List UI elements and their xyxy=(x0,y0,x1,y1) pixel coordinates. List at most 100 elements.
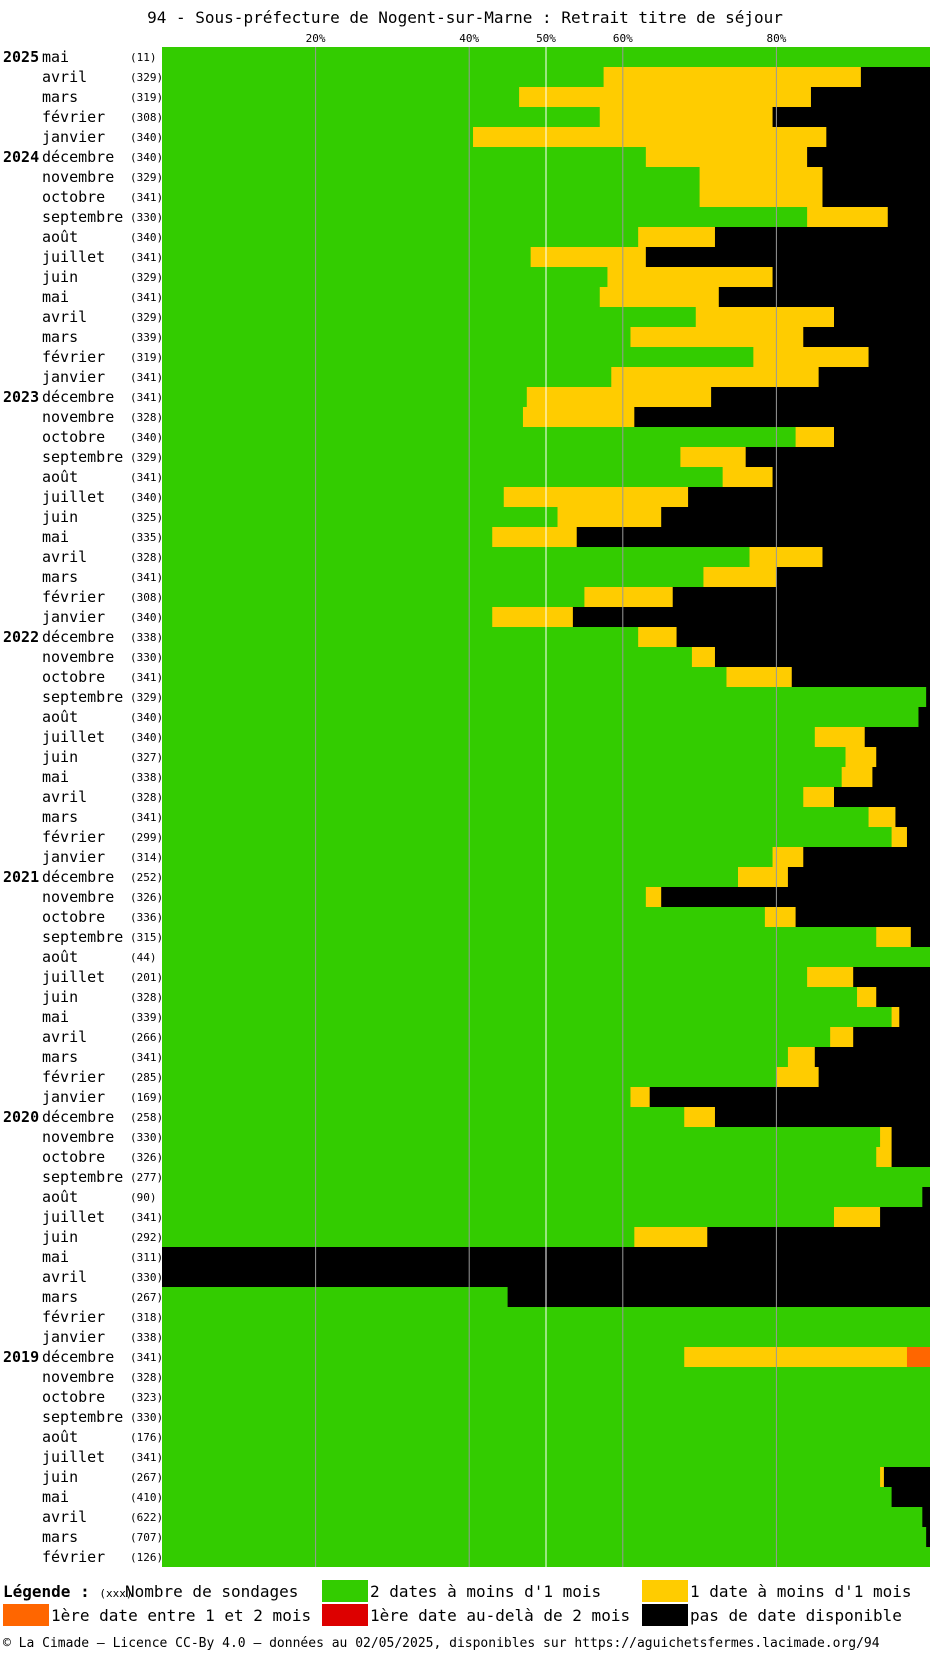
month-label: décembre xyxy=(42,148,114,166)
count-label: (340) xyxy=(130,731,163,744)
bar-segment-yellow xyxy=(868,807,896,827)
bar-segment-green xyxy=(162,867,739,887)
month-label: novembre xyxy=(42,1368,114,1386)
bar-segment-black xyxy=(787,867,930,887)
bar-segment-green xyxy=(162,1027,831,1047)
month-label: juillet xyxy=(42,728,105,746)
month-label: octobre xyxy=(42,428,105,446)
bar-segment-yellow xyxy=(492,607,574,627)
x-tick-label: 20% xyxy=(306,32,326,45)
bar-segment-black xyxy=(922,1507,930,1527)
bar-segment-yellow xyxy=(634,1227,708,1247)
count-label: (329) xyxy=(130,691,163,704)
legend-swatch-yellow xyxy=(642,1580,688,1602)
count-label: (340) xyxy=(130,131,163,144)
month-label: août xyxy=(42,1428,78,1446)
month-label: février xyxy=(42,348,105,366)
bar-segment-black xyxy=(910,927,930,947)
bar-segment-black xyxy=(822,547,930,567)
bar-segment-yellow xyxy=(807,207,889,227)
bar-segment-black xyxy=(834,787,930,807)
bar-segment-yellow xyxy=(841,767,873,787)
bar-segment-black xyxy=(818,1067,930,1087)
month-label: juillet xyxy=(42,488,105,506)
bar-segment-black xyxy=(714,647,930,667)
bar-segment-black xyxy=(803,327,930,347)
count-label: (338) xyxy=(130,631,163,644)
month-label: juin xyxy=(42,1228,78,1246)
footer-credit: © La Cimade — Licence CC-By 4.0 — donnée… xyxy=(3,1636,880,1651)
count-label: (90) xyxy=(130,1191,157,1204)
bar-segment-black xyxy=(876,747,930,767)
bar-segment-black xyxy=(926,1527,930,1547)
bar-segment-green xyxy=(162,1087,631,1107)
count-label: (328) xyxy=(130,791,163,804)
bar-segment-yellow xyxy=(503,487,689,507)
bar-segment-yellow xyxy=(492,527,578,547)
month-label: janvier xyxy=(42,848,105,866)
count-label: (341) xyxy=(130,391,163,404)
month-label: février xyxy=(42,1068,105,1086)
bar-segment-yellow xyxy=(703,567,777,587)
month-label: mai xyxy=(42,528,69,546)
month-label: octobre xyxy=(42,1148,105,1166)
count-label: (318) xyxy=(130,1311,163,1324)
bar-segment-green xyxy=(162,1347,685,1367)
bar-segment-black xyxy=(922,1187,930,1207)
legend-swatch-black xyxy=(642,1604,688,1626)
bar-segment-green xyxy=(162,807,869,827)
count-label: (328) xyxy=(130,551,163,564)
bar-segment-yellow xyxy=(764,907,796,927)
count-label: (267) xyxy=(130,1471,163,1484)
bar-segment-black xyxy=(818,367,930,387)
bar-segment-green xyxy=(162,1127,881,1147)
bar-segment-black xyxy=(926,687,930,707)
bar-segment-yellow xyxy=(684,1107,716,1127)
bar-segment-green xyxy=(162,667,727,687)
count-label: (340) xyxy=(130,611,163,624)
month-label: novembre xyxy=(42,408,114,426)
count-label: (341) xyxy=(130,291,163,304)
count-label: (341) xyxy=(130,371,163,384)
count-label: (267) xyxy=(130,1291,163,1304)
month-label: août xyxy=(42,228,78,246)
bar-segment-green xyxy=(162,67,604,87)
x-tick-label: 50% xyxy=(536,32,556,45)
count-label: (341) xyxy=(130,471,163,484)
legend-label-red: 1ère date au-delà de 2 mois xyxy=(370,1606,631,1625)
bar-segment-black xyxy=(649,1087,930,1107)
month-label: novembre xyxy=(42,648,114,666)
bar-segment-green xyxy=(162,1287,508,1307)
month-label: décembre xyxy=(42,1108,114,1126)
bar-segment-yellow xyxy=(787,1047,816,1067)
bar-segment-yellow xyxy=(814,727,866,747)
bar-segment-green xyxy=(162,1527,927,1547)
stacked-bar-chart: 20% 40% 50% 60% 80%2025 mai (11)avril (329)mars… xyxy=(3,32,930,1567)
bar-segment-green xyxy=(162,527,493,547)
count-label: (308) xyxy=(130,591,163,604)
bar-segment-green xyxy=(162,247,532,267)
bar-segment-black xyxy=(864,727,930,747)
legend-swatch-red xyxy=(322,1604,368,1626)
count-label: (292) xyxy=(130,1231,163,1244)
bar-segment-yellow xyxy=(599,107,773,127)
bar-segment-black xyxy=(772,467,930,487)
month-label: mars xyxy=(42,1048,78,1066)
bar-segment-black xyxy=(795,907,930,927)
year-label: 2022 xyxy=(3,628,39,646)
month-label: décembre xyxy=(42,388,114,406)
bar-segment-green xyxy=(162,367,612,387)
bar-segment-black xyxy=(711,387,930,407)
month-label: avril xyxy=(42,1028,87,1046)
bar-segment-yellow xyxy=(611,367,820,387)
month-label: janvier xyxy=(42,128,105,146)
bar-segment-green xyxy=(162,127,474,147)
bar-segment-yellow xyxy=(684,1347,908,1367)
bar-segment-green xyxy=(162,1147,877,1167)
bar-segment-black xyxy=(887,207,930,227)
bar-segment-black xyxy=(645,247,930,267)
chart-title: 94 - Sous-préfecture de Nogent-sur-Marne… xyxy=(147,8,783,27)
count-label: (266) xyxy=(130,1031,163,1044)
month-label: février xyxy=(42,108,105,126)
bar-segment-yellow xyxy=(753,347,869,367)
